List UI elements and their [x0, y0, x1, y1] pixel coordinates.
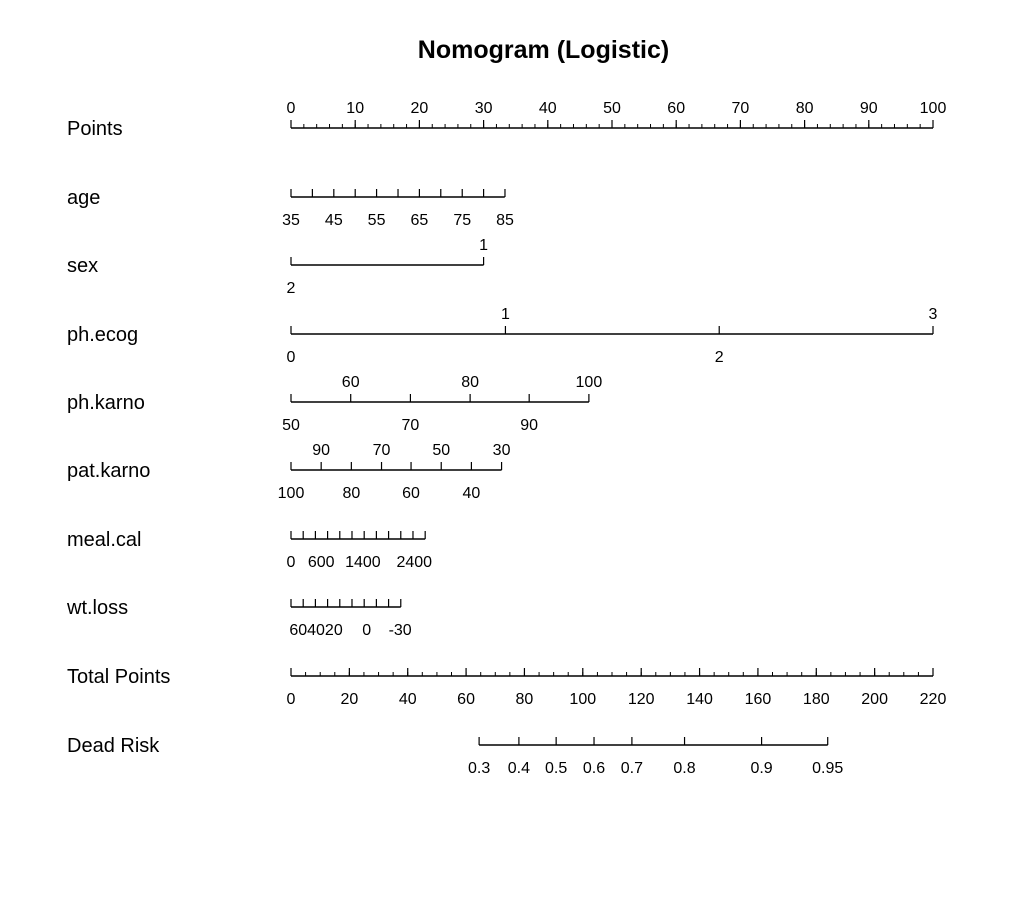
row-ph-ecog: ph.ecog 1 3 0 2	[67, 306, 938, 366]
tick-label-wt-loss: 0	[362, 622, 371, 639]
tick-label-pat-karno: 100	[278, 485, 305, 502]
tick-label-ph-karno: 80	[461, 374, 479, 391]
chart-title: Nomogram (Logistic)	[417, 36, 670, 64]
tick-label-dead-risk: 0.3	[468, 760, 490, 777]
tick-label-points: 40	[539, 100, 557, 117]
tick-label-dead-risk: 0.9	[750, 760, 772, 777]
row-label-wt-loss: wt.loss	[66, 597, 128, 619]
tick-label-ph-karno: 90	[520, 417, 538, 434]
row-label-age: age	[67, 187, 100, 209]
row-wt-loss: wt.loss 604020 0 -30	[66, 597, 412, 639]
row-label-ph-karno: ph.karno	[67, 392, 145, 414]
tick-label-points: 30	[475, 100, 493, 117]
tick-label-dead-risk: 0.8	[673, 760, 695, 777]
tick-label-ph-ecog: 3	[929, 306, 938, 323]
tick-label-total-points: 180	[803, 691, 830, 708]
tick-label-points: 100	[920, 100, 947, 117]
tick-label-meal-cal: 0	[287, 554, 296, 571]
tick-label-total-points: 140	[686, 691, 713, 708]
tick-label-wt-loss: 604020	[289, 622, 342, 639]
tick-label-ph-karno: 50	[282, 417, 300, 434]
tick-label-wt-loss: -30	[389, 622, 412, 639]
tick-label-total-points: 160	[745, 691, 772, 708]
tick-label-pat-karno: 90	[312, 442, 330, 459]
tick-label-dead-risk: 0.6	[583, 760, 605, 777]
row-label-meal-cal: meal.cal	[67, 529, 141, 551]
tick-label-total-points: 0	[287, 691, 296, 708]
tick-label-meal-cal: 1400	[345, 554, 381, 571]
row-label-total-points: Total Points	[67, 666, 170, 688]
tick-label-meal-cal: 600	[308, 554, 335, 571]
tick-label-ph-karno: 60	[342, 374, 360, 391]
tick-label-points: 70	[732, 100, 750, 117]
tick-label-dead-risk: 0.4	[508, 760, 530, 777]
tick-label-age: 45	[325, 212, 343, 229]
tick-label-total-points: 120	[628, 691, 655, 708]
row-label-pat-karno: pat.karno	[67, 460, 150, 482]
tick-label-points: 10	[346, 100, 364, 117]
row-label-ph-ecog: ph.ecog	[67, 324, 138, 346]
tick-label-meal-cal: 2400	[396, 554, 432, 571]
row-ph-karno: ph.karno 60 80 100 50 70 90	[67, 374, 602, 434]
tick-label-ph-karno: 70	[402, 417, 420, 434]
tick-label-points: 90	[860, 100, 878, 117]
row-label-points: Points	[67, 118, 123, 140]
tick-label-sex: 1	[479, 237, 488, 254]
row-total-points: Total Points 0 20 40 60 80 100 120 140 160 180 200 2…	[67, 666, 946, 708]
row-meal-cal: meal.cal 0 600 1400 2400	[67, 529, 432, 571]
tick-label-ph-ecog: 0	[287, 349, 296, 366]
tick-label-ph-karno: 100	[576, 374, 603, 391]
tick-label-dead-risk: 0.7	[621, 760, 643, 777]
row-pat-karno: pat.karno 90 70 50 30 100 80 60 40	[67, 442, 511, 502]
row-age: age 35 45 55 65 75 85	[67, 187, 514, 229]
tick-label-total-points: 100	[569, 691, 596, 708]
tick-label-dead-risk: 0.95	[812, 760, 843, 777]
row-dead-risk: Dead Risk 0.3 0.4 0.5 0.6 0.7 0.8 0.9 0.95	[67, 735, 843, 777]
tick-label-age: 55	[368, 212, 386, 229]
tick-label-dead-risk: 0.5	[545, 760, 567, 777]
tick-label-points: 80	[796, 100, 814, 117]
tick-label-pat-karno: 70	[373, 442, 391, 459]
tick-label-points: 50	[603, 100, 621, 117]
tick-label-ph-ecog: 1	[501, 306, 510, 323]
row-points: Points 0 10 20 30 40 50 60 70 80 90 100	[67, 100, 946, 140]
tick-label-points: 0	[287, 100, 296, 117]
tick-label-total-points: 20	[340, 691, 358, 708]
tick-label-pat-karno: 40	[463, 485, 481, 502]
tick-label-pat-karno: 50	[432, 442, 450, 459]
tick-label-sex: 2	[287, 280, 296, 297]
tick-label-points: 20	[411, 100, 429, 117]
tick-label-pat-karno: 60	[402, 485, 420, 502]
tick-label-total-points: 220	[920, 691, 947, 708]
tick-label-age: 65	[411, 212, 429, 229]
tick-label-pat-karno: 80	[342, 485, 360, 502]
tick-label-age: 35	[282, 212, 300, 229]
row-label-dead-risk: Dead Risk	[67, 735, 160, 757]
tick-label-total-points: 60	[457, 691, 475, 708]
tick-label-points: 60	[667, 100, 685, 117]
tick-label-total-points: 40	[399, 691, 417, 708]
tick-label-ph-ecog: 2	[715, 349, 724, 366]
row-label-sex: sex	[67, 255, 98, 277]
tick-label-pat-karno: 30	[493, 442, 511, 459]
tick-label-age: 75	[453, 212, 471, 229]
row-sex: sex 1 2	[67, 237, 488, 297]
tick-label-total-points: 80	[516, 691, 534, 708]
tick-label-age: 85	[496, 212, 514, 229]
tick-label-total-points: 200	[861, 691, 888, 708]
